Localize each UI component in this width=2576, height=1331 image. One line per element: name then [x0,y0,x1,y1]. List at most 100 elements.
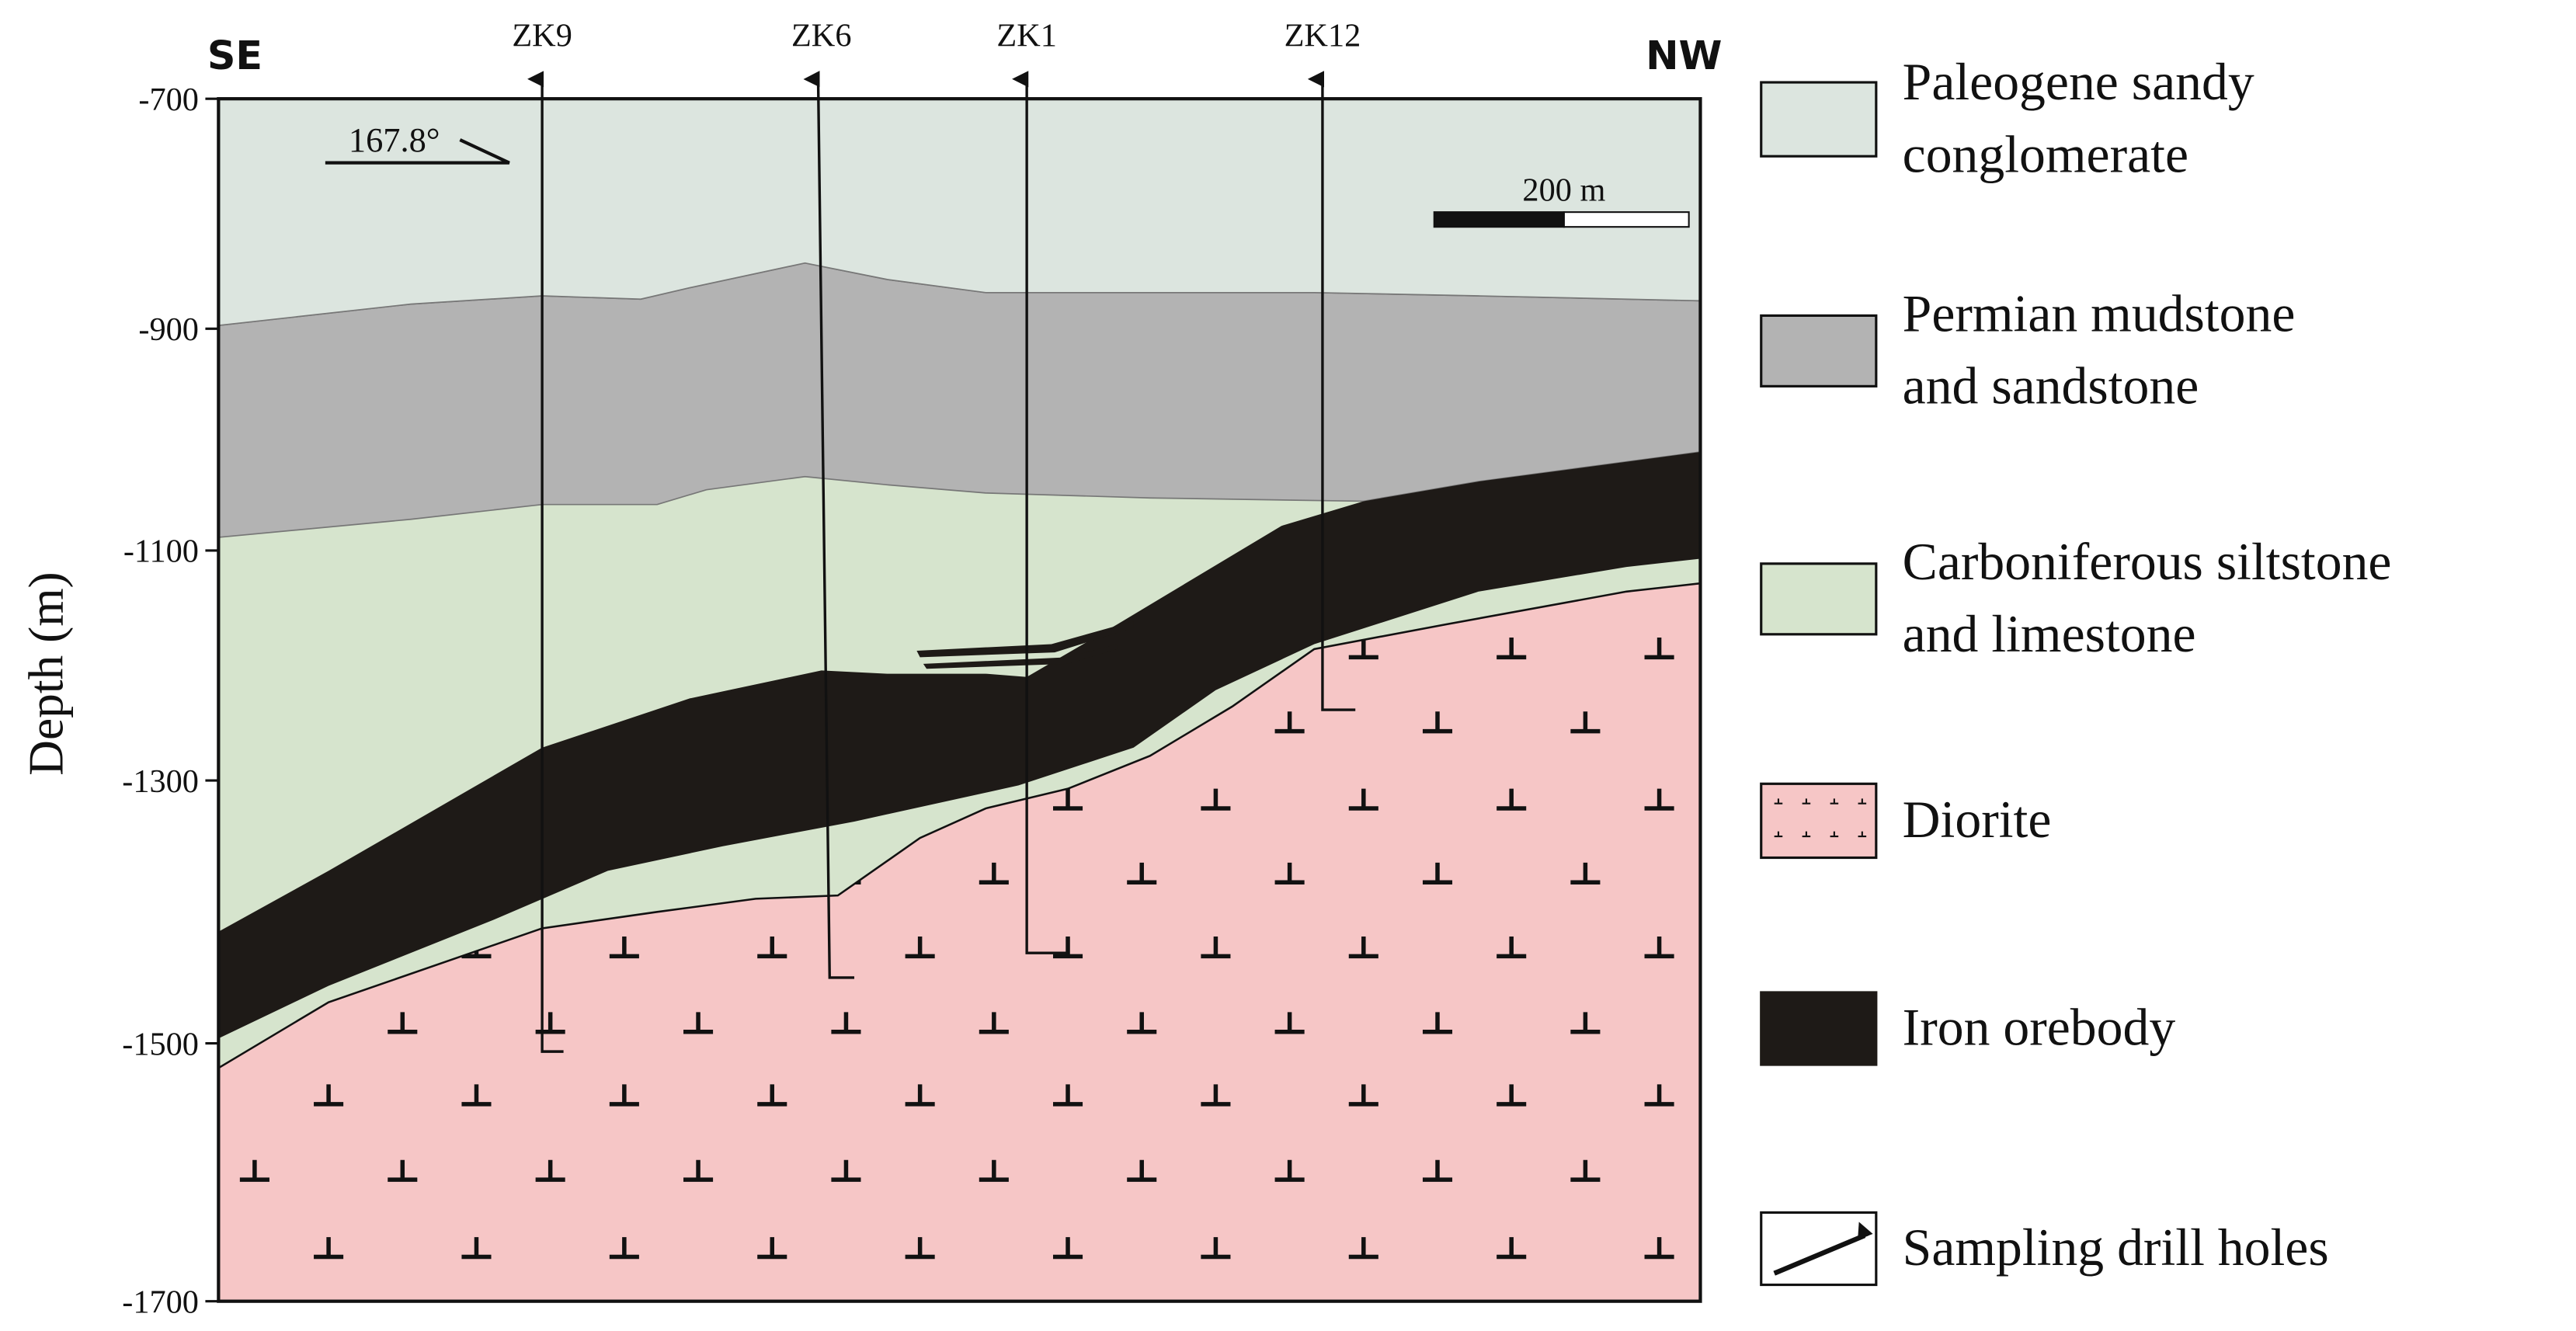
legend-symbol [1774,798,1783,805]
diorite-symbol [1274,711,1305,734]
drill-label: ZK6 [791,17,852,54]
scale-label: 200 m [1522,172,1605,208]
diorite-symbol [683,1012,714,1034]
diorite-symbol [1644,1237,1674,1260]
legend-swatch [1760,991,1878,1066]
drill-label: ZK1 [996,17,1057,54]
tick-label: -700 [138,82,199,118]
diorite-symbol [314,1237,344,1260]
diorite-symbol [1348,937,1378,959]
diorite-symbol [905,1084,935,1107]
diorite-symbol [1201,788,1231,811]
diorite-symbol [1201,1084,1231,1107]
diorite-symbol [979,862,1009,884]
diorite-symbol [1348,1084,1378,1107]
legend-label: Paleogene sandy [1903,53,2254,111]
diorite-symbol [1274,1159,1305,1182]
legend-symbol [1773,1222,1873,1276]
diorite-symbol [905,937,935,959]
legend-symbol [1830,831,1839,838]
diorite-symbol [461,1237,492,1260]
legend-swatch [1760,314,1878,387]
diorite-symbol [1497,1084,1527,1107]
tick-label: -1700 [122,1284,199,1320]
drill-label: ZK12 [1285,17,1361,54]
paleogene-layer [217,98,1702,327]
tick-label: -1100 [123,533,199,570]
diorite-symbol [388,1159,418,1182]
diorite-symbol [461,1084,492,1107]
diorite-symbol [905,1237,935,1260]
diorite-symbol [1570,1159,1601,1182]
diorite-symbol [757,1084,787,1107]
diorite-symbol [1052,1237,1083,1260]
diorite-symbol [609,937,639,959]
diorite-symbol [535,1159,565,1182]
diorite-symbol [757,937,787,959]
diorite-symbol [1570,711,1601,734]
diorite-symbol [1052,1084,1083,1107]
diorite-symbol [1497,638,1527,660]
legend-label: Diorite [1903,791,2052,849]
legend-symbol [1774,831,1783,838]
legend-swatch [1760,782,1878,860]
drill-holes [527,71,1356,1053]
iron-orebody [218,451,1701,1039]
drill-hole [527,71,564,1053]
diorite-symbol [1422,862,1453,884]
diorite-symbol [1422,1159,1453,1182]
ore-lens [916,620,1134,658]
diorite-symbol [1644,788,1674,811]
diorite-symbol [757,1237,787,1260]
diorite-symbol [388,1012,418,1034]
diorite-symbol [609,1237,639,1260]
diorite-symbol [1497,788,1527,811]
diorite-symbol [683,1159,714,1182]
legend-label: Permian mudstone [1903,285,2296,343]
direction-right: NW [1646,33,1722,78]
legend-label: and sandstone [1903,357,2199,415]
diorite-symbol [1201,937,1231,959]
tick-label: -1300 [122,763,199,800]
axis-ticks: -700 -900 -1100 -1300 -1500 -1700 [122,82,219,1320]
diorite-symbol [1052,788,1083,811]
legend-label: and limestone [1903,605,2196,663]
diorite-symbol [1644,638,1674,660]
legend-symbol [1858,798,1867,805]
legend-label: Sampling drill holes [1903,1218,2329,1277]
tick-label: -900 [138,311,199,348]
diorite-symbol [1644,937,1674,959]
legend-label: conglomerate [1903,125,2188,183]
diorite-symbol [1570,862,1601,884]
legend-swatch [1760,81,1878,158]
diorite-symbol [831,1012,861,1034]
diorite-symbol [1422,1012,1453,1034]
legend-symbol [1858,831,1867,838]
frame [217,97,1702,1303]
scale-bar [1433,211,1565,228]
diorite-symbol [609,1084,639,1107]
diorite-symbol [1348,788,1378,811]
diorite-symbol [831,1159,861,1182]
diorite-symbol [314,1084,344,1107]
diorite-symbol [1201,1237,1231,1260]
ore-lens [923,644,1118,669]
legend: Paleogene sandy conglomerate Permian mudst… [1760,53,2391,1287]
diorite-symbol [979,1012,1009,1034]
diorite-symbol [1422,711,1453,734]
diorite-symbol [1348,1237,1378,1260]
axis-label: Depth (m) [18,572,73,776]
drill-label: ZK9 [512,17,572,54]
diorite-symbol [239,1159,269,1182]
direction-left: SE [207,33,262,78]
drill-hole [803,71,855,979]
diorite-symbol [1127,1012,1157,1034]
drill-hole [1307,71,1356,711]
diorite-symbol [1274,1012,1305,1034]
drill-hole [1012,71,1069,954]
diorite-symbol [1644,1084,1674,1107]
legend-symbol [1802,798,1811,805]
legend-label: Iron orebody [1903,999,2176,1057]
